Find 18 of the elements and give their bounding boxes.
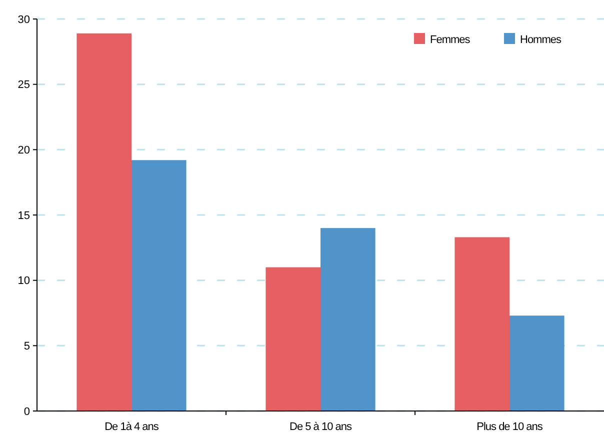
y-tick-label: 0: [24, 406, 30, 418]
bar: [454, 237, 510, 411]
y-tick-label: 20: [18, 144, 30, 157]
x-tick-label: De 1à 4 ans: [104, 421, 160, 433]
bar: [132, 160, 186, 411]
legend-label: Femmes: [430, 34, 471, 46]
bar: [76, 33, 132, 411]
y-tick-label: 5: [24, 340, 30, 353]
legend-label: Hommes: [520, 34, 562, 46]
y-tick-label: 10: [18, 275, 30, 288]
bar: [510, 316, 564, 411]
y-tick-label: 25: [18, 79, 30, 92]
y-tick-label: 30: [18, 14, 30, 26]
bar: [266, 267, 320, 411]
bar: [320, 228, 376, 411]
x-tick-label: De 5 à 10 ans: [290, 421, 352, 433]
y-tick-label: 15: [18, 210, 30, 222]
x-tick-label: Plus de 10 ans: [476, 421, 544, 433]
